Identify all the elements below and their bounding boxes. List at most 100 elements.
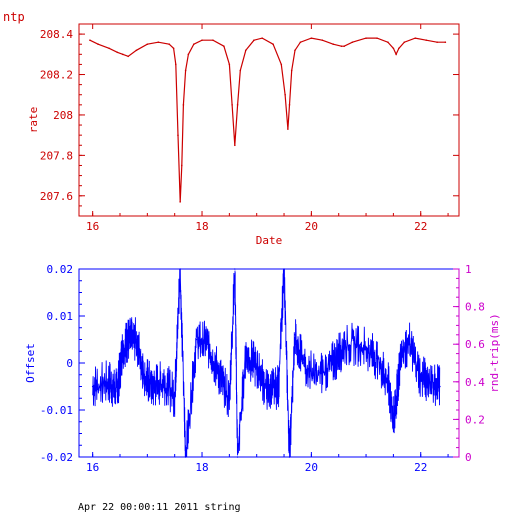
offset-point: [277, 385, 280, 388]
rate-point: [127, 55, 130, 58]
offset-point: [236, 456, 239, 458]
rate-point: [146, 43, 149, 46]
rate-point: [168, 43, 171, 46]
offset-point: [359, 343, 362, 346]
rate-point: [244, 49, 247, 52]
top-y-tick-label: 208: [53, 109, 73, 122]
rate-point: [253, 39, 255, 41]
bottom-x-axis: 16 18 20 22: [86, 452, 449, 474]
offset-point: [266, 390, 269, 393]
offset-point: [121, 348, 124, 350]
offset-point: [387, 381, 389, 383]
rate-point: [398, 47, 400, 50]
rate-point: [234, 144, 236, 147]
rate-point: [395, 53, 397, 56]
offset-point: [395, 399, 397, 402]
offset-point: [255, 366, 258, 369]
rate-point: [172, 47, 175, 50]
rate-point: [294, 49, 296, 52]
right-y-tick-label: 0.4: [465, 376, 485, 389]
rate-point: [332, 43, 335, 46]
rate-point: [239, 69, 242, 72]
rate-point: [343, 45, 345, 48]
rate-point: [89, 39, 91, 41]
rate-point: [108, 47, 110, 50]
offset-point: [173, 395, 176, 397]
rate-point: [351, 41, 354, 43]
offset-point: [316, 376, 318, 378]
rate-point: [157, 41, 160, 43]
offset-point: [152, 385, 154, 388]
offset-point: [332, 362, 335, 364]
rate-point: [236, 104, 239, 106]
bottom-y-tick-label: 0: [66, 357, 73, 370]
rate-point: [179, 201, 181, 203]
offset-point: [179, 268, 181, 270]
offset-point: [430, 381, 433, 383]
top-x-tick-label: 20: [305, 220, 318, 233]
right-y-tick-label: 0.8: [465, 301, 485, 314]
rate-point: [403, 41, 406, 43]
top-y-tick-label: 208.4: [40, 28, 73, 41]
rate-point: [280, 63, 283, 66]
rate-point: [387, 41, 389, 43]
rate-point: [193, 43, 195, 46]
offset-point: [288, 456, 291, 458]
offset-point: [234, 268, 236, 270]
rate-point: [392, 47, 395, 50]
offset-point: [195, 338, 198, 341]
rate-point: [231, 104, 233, 106]
rate-series: [89, 37, 447, 203]
chart-title: ntp: [3, 10, 25, 24]
rate-point: [228, 63, 231, 66]
right-y-tick-label: 1: [465, 263, 472, 276]
offset-line: [92, 268, 441, 458]
bottom-y-tick-label: -0.02: [40, 451, 73, 464]
offset-point: [439, 385, 441, 388]
rate-point: [444, 41, 447, 43]
offset-point: [206, 343, 209, 346]
offset-point: [91, 385, 94, 388]
top-y-tick-label: 208.2: [40, 69, 73, 82]
offset-point: [162, 381, 165, 383]
rate-point: [184, 69, 187, 72]
rate-point: [223, 45, 225, 48]
rate-point: [321, 39, 324, 41]
rate-point: [290, 69, 293, 72]
rate-point: [135, 49, 138, 52]
bottom-x-tick-label: 20: [305, 461, 318, 474]
offset-point: [302, 362, 304, 364]
top-rate-panel: 16 18 20 22 207.6 207.8 208 208.2 208.4 Date ra…: [27, 23, 460, 247]
rate-point: [310, 37, 313, 39]
rate-line: [89, 37, 446, 202]
top-y-tick-label: 207.8: [40, 149, 73, 162]
rate-point: [414, 37, 417, 39]
offset-point: [143, 376, 146, 378]
top-x-tick-label: 18: [195, 220, 208, 233]
offset-series: [91, 268, 441, 458]
rate-point: [436, 41, 438, 43]
rate-point: [177, 134, 179, 136]
rate-point: [272, 43, 274, 46]
top-x-axis-label: Date: [256, 234, 283, 247]
bottom-x-tick-label: 16: [86, 461, 99, 474]
right-y-tick-label: 0: [465, 451, 472, 464]
offset-point: [135, 338, 138, 341]
offset-point: [228, 399, 231, 402]
rate-point: [201, 39, 203, 41]
top-y-axis: 207.6 207.8 208 208.2 208.4: [40, 28, 459, 207]
bottom-x-tick-label: 22: [414, 461, 427, 474]
rate-point: [182, 104, 185, 106]
bottom-y-tick-label: -0.01: [40, 404, 73, 417]
rate-point: [288, 104, 291, 106]
bottom-right-axis-label: rnd-trip(ms): [488, 313, 501, 392]
rate-point: [116, 51, 119, 54]
rate-point: [299, 41, 302, 43]
rate-point: [212, 39, 214, 41]
rate-point: [261, 37, 263, 39]
top-y-axis-label: rate: [27, 107, 40, 134]
rate-point: [180, 164, 183, 167]
bottom-y-tick-label: 0.01: [47, 310, 74, 323]
